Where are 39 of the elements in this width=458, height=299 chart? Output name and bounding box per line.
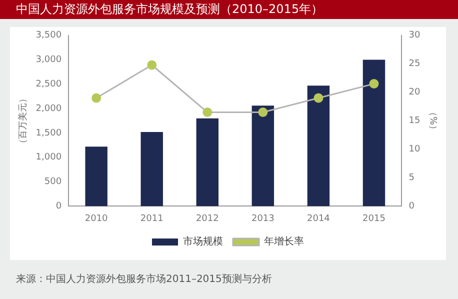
y-tick-label: 2,000: [36, 104, 62, 114]
bar: [307, 86, 330, 206]
y2-tick-label: 20: [408, 88, 420, 98]
y2-tick-label: 15: [408, 116, 420, 126]
x-tick-label: 2011: [140, 214, 164, 224]
y-axis-title: （百万美元）: [18, 94, 29, 148]
y-tick-label: 0: [56, 202, 62, 212]
y2-tick-label: 10: [408, 144, 420, 155]
y-tick-label: 3,500: [36, 30, 62, 41]
bar: [362, 60, 386, 206]
x-tick-label: 2013: [251, 214, 274, 224]
point: [369, 79, 379, 89]
bar: [252, 106, 274, 206]
y2-tick-label: 5: [408, 173, 414, 184]
x-tick-label: 2012: [196, 214, 219, 224]
y2-tick-label: 25: [408, 59, 420, 70]
chart-title: 中国人力资源外包服务市场规模及预测（2010–2015年）: [0, 0, 458, 19]
source-note: 来源：中国人力资源外包服务市场2011–2015预测与分析: [16, 272, 272, 286]
bar: [196, 118, 218, 206]
y2-axis-title: （%）: [427, 108, 438, 134]
point: [314, 93, 324, 103]
point: [147, 60, 157, 70]
y-tick-label: 2,500: [36, 80, 62, 90]
y-tick-label: 1,000: [36, 152, 62, 163]
legend-label: 市场规模: [183, 236, 223, 248]
y-tick-label: 3,000: [36, 55, 62, 66]
legend-label: 年增长率: [264, 236, 304, 248]
y-tick-label: 1,500: [36, 128, 62, 138]
x-tick-label: 2015: [362, 214, 386, 224]
x-tick-label: 2014: [307, 214, 330, 224]
point: [202, 108, 212, 118]
x-tick-label: 2010: [84, 214, 108, 224]
point: [258, 108, 268, 118]
y-tick-label: 500: [44, 177, 62, 188]
y2-tick-label: 30: [408, 30, 420, 41]
y2-tick-label: 0: [408, 202, 415, 212]
bar: [85, 146, 108, 206]
point: [92, 93, 102, 103]
bar: [140, 132, 163, 206]
